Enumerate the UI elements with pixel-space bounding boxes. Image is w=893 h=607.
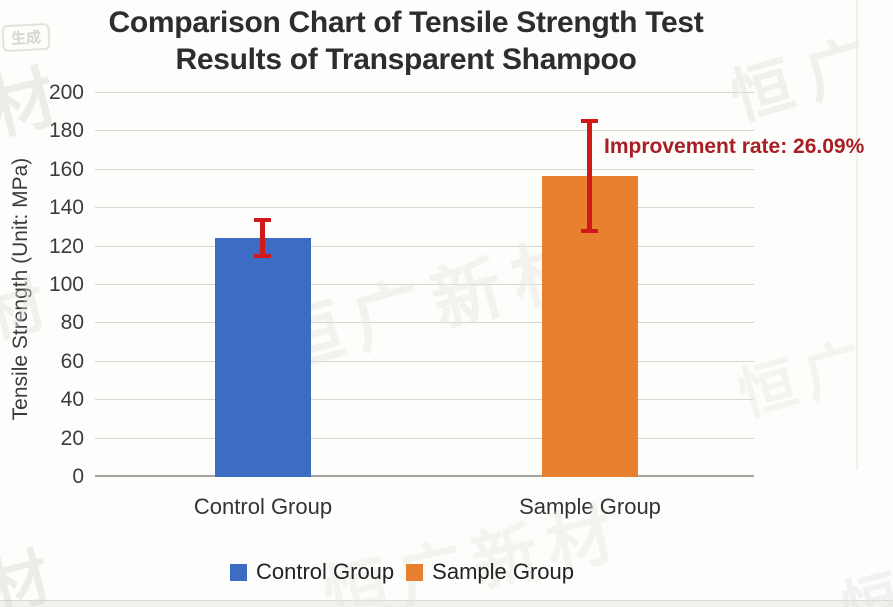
chart-title: Comparison Chart of Tensile Strength Tes… <box>0 4 812 78</box>
error-bar-stem <box>587 118 592 233</box>
watermark-line <box>856 0 858 470</box>
legend-item-sample-group: Sample Group <box>406 559 574 585</box>
gridline <box>95 284 754 285</box>
y-tick-label: 160 <box>48 157 84 181</box>
error-bar-cap <box>254 254 271 259</box>
legend-label: Control Group <box>255 559 395 584</box>
legend: Control Group Sample Group <box>0 559 804 585</box>
gridline <box>95 360 754 362</box>
x-axis-line <box>95 475 754 477</box>
legend-swatch-control-group <box>229 563 247 581</box>
gridline <box>95 130 754 132</box>
y-tick-label: 60 <box>60 349 84 373</box>
legend-item-control-group: Control Group <box>229 559 395 585</box>
error-bar-cap <box>581 228 598 233</box>
error-bar-sample-group <box>581 118 598 233</box>
x-axis-label-sample-group: Sample Group <box>519 494 661 519</box>
y-tick-label: 140 <box>48 196 84 220</box>
gridline <box>95 92 754 93</box>
y-tick-label: 80 <box>60 311 84 335</box>
chart-title-line-1: Comparison Chart of Tensile Strength Tes… <box>108 6 704 39</box>
gridline <box>95 437 754 439</box>
y-tick-label: 180 <box>48 119 84 143</box>
error-bar-control-group <box>254 218 271 259</box>
legend-label: Sample Group <box>432 559 575 584</box>
gridline <box>95 399 754 401</box>
gridline <box>95 168 754 170</box>
improvement-rate-annotation: Improvement rate: 26.09% <box>604 135 865 158</box>
gridline <box>95 245 754 247</box>
y-tick-label: 120 <box>48 234 84 258</box>
y-tick-label: 40 <box>60 388 84 412</box>
chart-title-line-2: Results of Transparent Shampoo <box>175 43 637 76</box>
y-tick-label: 0 <box>72 465 84 488</box>
bar-control-group <box>215 238 311 477</box>
gridline <box>95 322 754 324</box>
x-axis-label-control-group: Control Group <box>193 494 333 519</box>
bottom-strip <box>0 600 893 607</box>
error-bar-stem <box>260 218 265 259</box>
y-tick-label: 20 <box>60 426 84 450</box>
y-tick-label: 100 <box>48 273 84 296</box>
watermark-text: 恒广 <box>834 548 893 607</box>
plot-area <box>95 92 754 477</box>
gridline <box>95 207 754 209</box>
y-axis-tick-labels: 0 20 40 60 80 100 120 140 160 180 200 <box>0 81 84 488</box>
y-tick-label: 200 <box>48 81 84 104</box>
legend-swatch-sample-group <box>406 563 424 581</box>
